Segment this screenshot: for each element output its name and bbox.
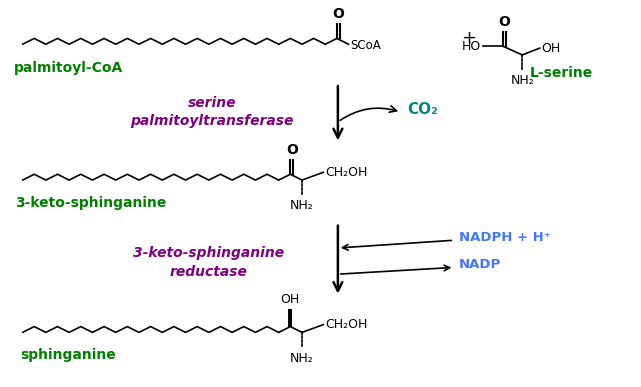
Text: 3-keto-sphinganine: 3-keto-sphinganine <box>15 196 166 211</box>
Text: CH₂OH: CH₂OH <box>325 318 368 331</box>
Text: NH₂: NH₂ <box>290 352 314 365</box>
Text: +: + <box>462 29 476 48</box>
Text: SCoA: SCoA <box>351 39 381 52</box>
Text: O: O <box>333 7 344 21</box>
Text: 3-keto-sphinganine
reductase: 3-keto-sphinganine reductase <box>133 247 285 279</box>
Text: serine
palmitoyltransferase: serine palmitoyltransferase <box>130 96 294 128</box>
Text: L-serine: L-serine <box>529 66 593 80</box>
Text: NH₂: NH₂ <box>510 74 534 87</box>
Text: O: O <box>498 15 510 29</box>
Text: palmitoyl-CoA: palmitoyl-CoA <box>13 60 123 75</box>
Text: NADP: NADP <box>459 258 501 271</box>
Text: NADPH + H⁺: NADPH + H⁺ <box>459 231 551 244</box>
Text: CH₂OH: CH₂OH <box>325 166 368 179</box>
Text: CO₂: CO₂ <box>408 102 438 117</box>
Text: OH: OH <box>542 42 561 55</box>
Text: O: O <box>286 143 297 157</box>
Text: HO: HO <box>462 40 481 53</box>
Text: sphinganine: sphinganine <box>21 348 116 362</box>
Text: OH: OH <box>281 293 300 306</box>
Text: NH₂: NH₂ <box>290 199 314 212</box>
